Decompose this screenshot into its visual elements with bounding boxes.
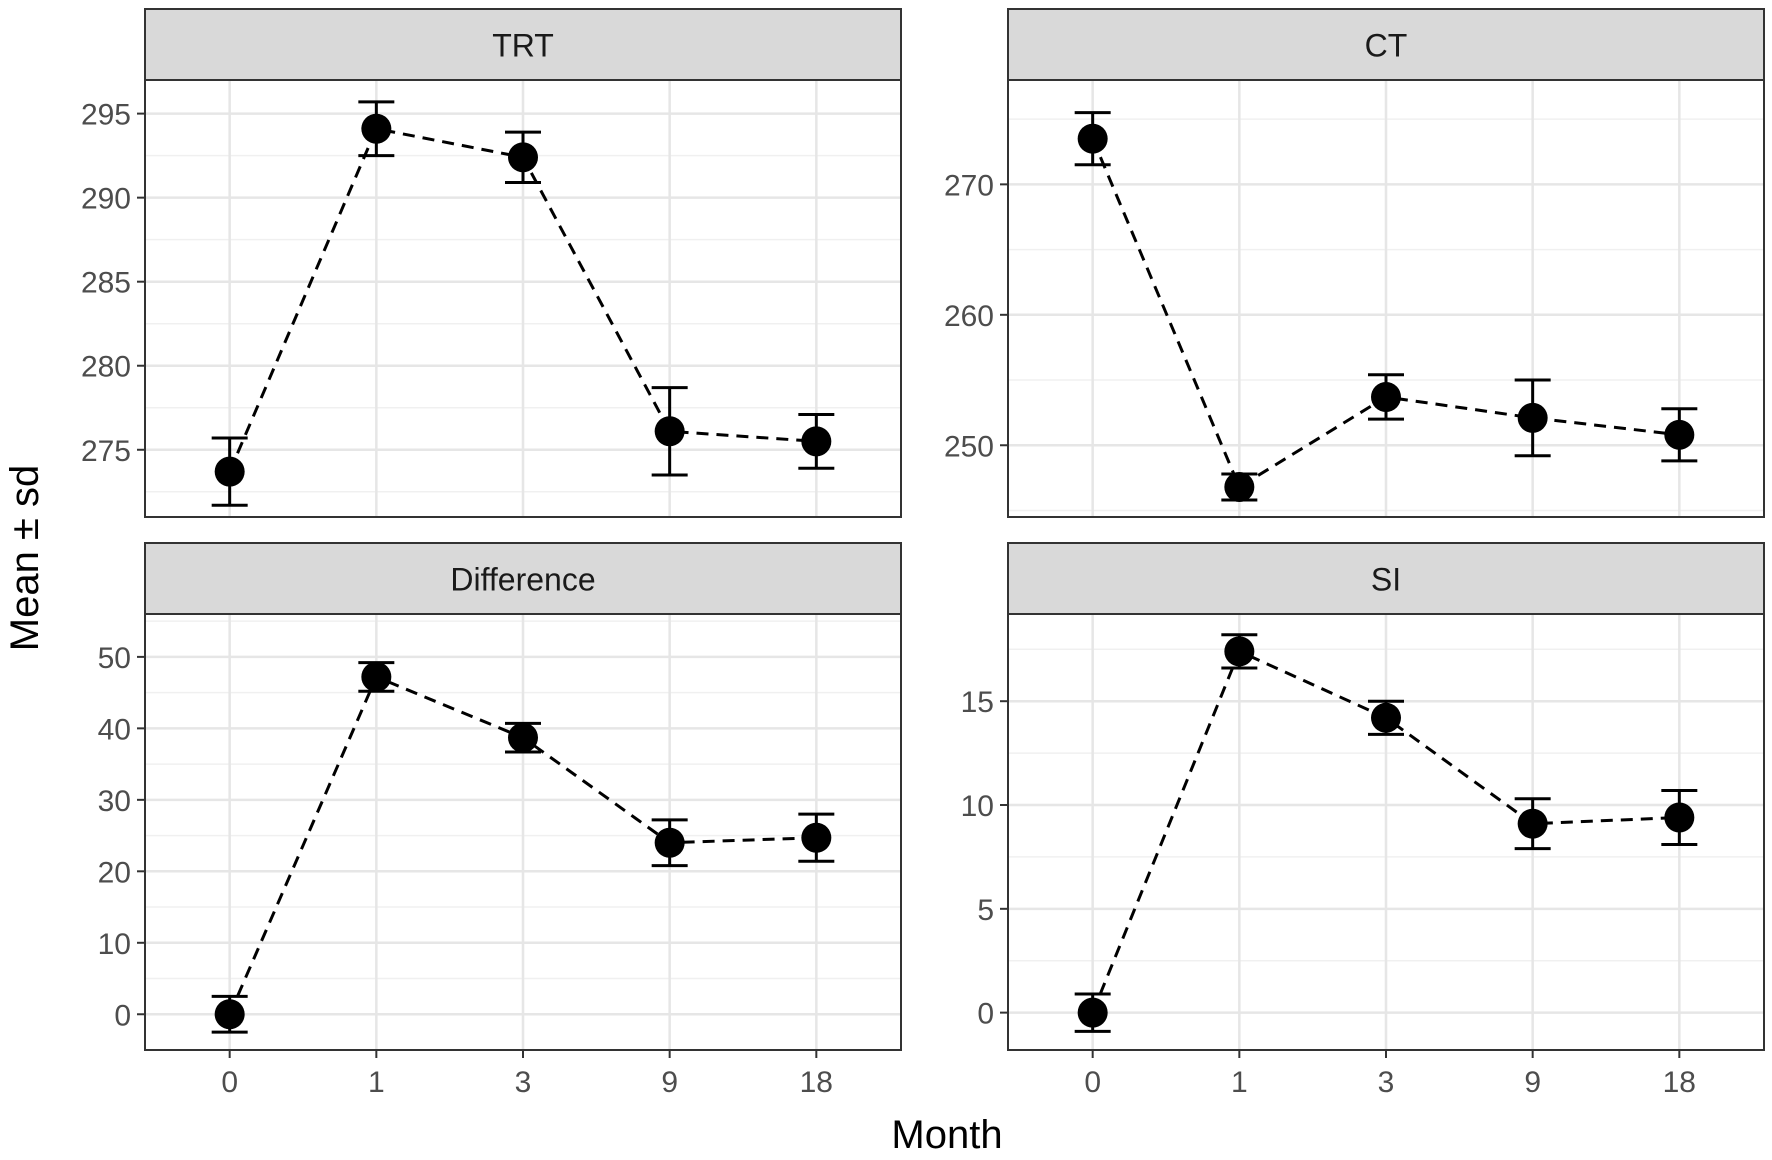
y-tick-label: 295 (81, 99, 131, 132)
data-point (1077, 123, 1108, 154)
x-tick-label: 18 (800, 1066, 833, 1099)
panel-border (144, 79, 902, 518)
data-point (801, 822, 832, 853)
data-point (214, 456, 245, 487)
data-point (508, 722, 538, 753)
data-point (1371, 702, 1401, 733)
y-tick-label: 10 (961, 790, 994, 823)
facet-strip (144, 8, 902, 81)
facet-title: SI (1371, 562, 1401, 598)
x-tick-label: 1 (1231, 1066, 1248, 1099)
data-point (214, 999, 245, 1030)
data-point (508, 142, 538, 173)
x-tick-label: 9 (1524, 1066, 1541, 1099)
data-point (1224, 636, 1255, 667)
data-point (361, 661, 392, 692)
y-tick-label: 0 (977, 998, 994, 1031)
facet-strip (144, 542, 902, 615)
y-tick-label: 285 (81, 267, 131, 300)
y-tick-label: 270 (944, 169, 994, 202)
x-tick-label: 18 (1663, 1066, 1696, 1099)
y-tick-label: 275 (81, 435, 131, 468)
panel-difference: Difference 0 10 20 30 40 50 0 1 3 9 18 (98, 542, 902, 1099)
data-point (1664, 419, 1695, 450)
y-tick-label: 15 (961, 686, 994, 719)
x-tick-label: 1 (368, 1066, 385, 1099)
panel-trt: TRT 275 280 285 290 295 (81, 8, 902, 518)
data-point (361, 113, 392, 144)
data-point (1371, 381, 1401, 412)
facet-title: Difference (450, 562, 595, 598)
facet-strip (1007, 8, 1765, 81)
x-tick-label: 3 (515, 1066, 532, 1099)
y-tick-label: 5 (977, 894, 994, 927)
y-tick-label: 280 (81, 351, 131, 384)
data-point (1077, 997, 1108, 1028)
data-point (801, 426, 832, 457)
panel-ct: CT 250 260 270 (944, 8, 1765, 518)
data-point (1517, 808, 1548, 839)
y-tick-label: 10 (98, 928, 131, 961)
y-tick-label: 250 (944, 430, 994, 463)
panel-border (1007, 79, 1765, 518)
facet-title: TRT (492, 28, 554, 64)
panel-border (1007, 613, 1765, 1051)
panel-border (144, 613, 902, 1051)
y-tick-label: 50 (98, 642, 131, 675)
x-tick-label: 3 (1378, 1066, 1395, 1099)
data-point (1664, 802, 1695, 833)
x-tick-label: 0 (221, 1066, 238, 1099)
y-axis-title: Mean ± sd (3, 465, 47, 651)
y-tick-label: 290 (81, 183, 131, 216)
x-tick-label: 0 (1084, 1066, 1101, 1099)
x-axis-title: Month (891, 1113, 1002, 1157)
y-tick-label: 30 (98, 785, 131, 818)
x-tick-label: 9 (661, 1066, 678, 1099)
y-tick-label: 40 (98, 713, 131, 746)
panel-si: SI 0 5 10 15 0 1 3 9 18 (961, 542, 1765, 1099)
panels: TRT 275 280 285 290 295 CT 250 260 270 Difference 0… (81, 8, 1765, 1099)
y-tick-label: 0 (114, 999, 131, 1032)
data-point (654, 416, 685, 447)
data-point (1224, 471, 1255, 502)
data-point (1517, 402, 1548, 433)
facet-title: CT (1365, 28, 1408, 64)
y-tick-label: 20 (98, 856, 131, 889)
data-point (654, 827, 685, 858)
y-tick-label: 260 (944, 300, 994, 333)
